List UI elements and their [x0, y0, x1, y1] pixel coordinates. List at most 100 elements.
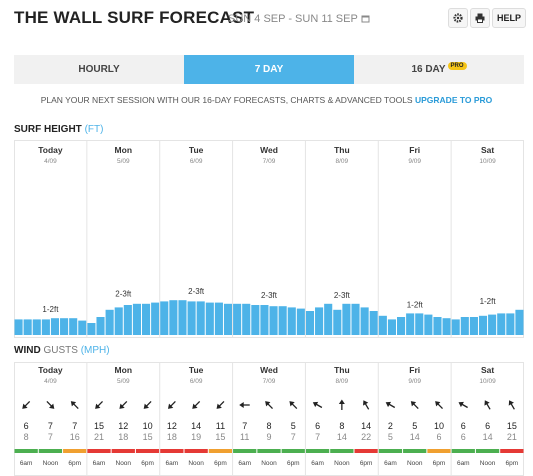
wind-rating — [38, 449, 63, 453]
arrow-shaft — [364, 402, 370, 410]
surf-bar — [132, 303, 141, 335]
print-button[interactable] — [470, 8, 490, 28]
day-name: Fri — [409, 365, 420, 375]
surf-bar — [305, 311, 315, 335]
surf-chart: Today 4/09 1-2ft Mon 5/09 2-3ft Tue 6/09 2-3ft We… — [14, 140, 524, 338]
surf-bar — [50, 318, 60, 335]
wind-speed: 6 — [485, 421, 490, 431]
tab[interactable]: 16 DAY PRO — [354, 55, 524, 84]
surf-bar — [87, 323, 96, 335]
arrow-shaft — [461, 403, 468, 409]
time-label: 6am — [311, 460, 324, 467]
wind-arrow — [435, 401, 443, 409]
wind-speed: 6 — [24, 421, 29, 431]
day-date: 8/09 — [336, 158, 349, 165]
wind-speed: 7 — [48, 421, 53, 431]
wind-rating — [330, 449, 354, 453]
day-date: 9/09 — [408, 378, 421, 385]
wind-arrow — [167, 401, 176, 409]
surf-bar — [515, 309, 524, 335]
surf-bar — [478, 315, 488, 335]
surf-bar — [160, 301, 169, 335]
upgrade-link[interactable]: UPGRADE TO PRO — [414, 95, 493, 105]
arrow-head — [484, 400, 490, 406]
arrow-head — [458, 401, 464, 408]
arrow-shaft — [46, 401, 53, 407]
surf-bar — [460, 317, 469, 335]
wind-speed: 6 — [461, 421, 466, 431]
surf-range: 2-3ft — [115, 290, 132, 299]
wind-gust: 11 — [240, 432, 249, 442]
tab[interactable]: HOURLY — [14, 55, 184, 84]
wind-rating — [305, 449, 330, 453]
day-date: 10/09 — [479, 378, 496, 385]
arrow-head — [435, 401, 441, 407]
settings-button[interactable] — [448, 8, 468, 28]
arrow-shaft — [267, 403, 273, 409]
day-name: Wed — [260, 365, 278, 375]
arrow-head — [167, 403, 174, 409]
arrow-shaft — [486, 402, 491, 410]
surf-bar — [397, 317, 406, 335]
day-date: 9/09 — [408, 158, 421, 165]
arrow-shaft — [97, 401, 103, 407]
time-label: 6pm — [287, 460, 300, 467]
surf-bar — [360, 307, 369, 335]
day-name: Fri — [409, 145, 420, 155]
arrow-head — [239, 402, 244, 408]
date-range: SUN 4 SEP - SUN 11 SEP — [228, 13, 370, 25]
wind-speed: 6 — [315, 421, 320, 431]
tab[interactable]: 7 DAY — [184, 55, 354, 84]
wind-rating — [403, 449, 427, 453]
surf-bar — [142, 303, 151, 335]
time-label: Noon — [407, 460, 423, 467]
arrow-head — [338, 399, 345, 404]
time-label: 6am — [457, 460, 470, 467]
arrow-head — [49, 403, 55, 409]
time-label: Noon — [188, 460, 204, 467]
wind-arrow — [338, 399, 345, 410]
surf-bar — [223, 303, 233, 335]
surf-bar — [424, 314, 433, 335]
surf-range: 1-2ft — [42, 305, 59, 314]
surf-bar — [178, 300, 187, 335]
title: THE WALL SURF FORECAST — [14, 8, 255, 27]
surf-bar — [287, 307, 296, 335]
arrow-head — [289, 401, 295, 407]
day-name: Mon — [115, 365, 132, 375]
arrow-shaft — [145, 401, 152, 407]
time-label: 6pm — [141, 460, 154, 467]
help-button[interactable]: HELP — [492, 8, 526, 28]
wind-heading: WIND GUSTS (MPH) — [14, 345, 110, 356]
surf-bar — [78, 320, 87, 335]
surf-bar — [196, 301, 205, 335]
day-date: 4/09 — [44, 158, 57, 165]
wind-rating — [63, 449, 87, 453]
time-label: 6pm — [433, 460, 446, 467]
arrow-head — [143, 403, 149, 409]
surf-bar — [506, 313, 515, 335]
time-label: Noon — [334, 460, 350, 467]
arrow-head — [363, 400, 369, 406]
wind-gust: 19 — [191, 432, 201, 442]
arrow-shaft — [510, 402, 515, 410]
surf-bar — [296, 308, 305, 335]
wind-gust: 6 — [436, 432, 441, 442]
wind-gust: 18 — [118, 432, 128, 442]
surf-bar — [406, 313, 415, 335]
tab-label: 16 DAY — [411, 64, 446, 75]
wind-gust: 9 — [266, 432, 271, 442]
wind-speed: 7 — [72, 421, 77, 431]
surf-range: 1-2ft — [407, 300, 424, 309]
wind-rating — [427, 449, 451, 453]
surf-bar — [214, 302, 223, 335]
surf-bar — [233, 303, 242, 335]
wind-gust: 14 — [410, 432, 420, 442]
surf-range: 2-3ft — [261, 291, 278, 300]
wind-arrow — [312, 401, 323, 409]
arrow-head — [216, 403, 222, 409]
surf-bar — [169, 300, 178, 335]
day-date: 4/09 — [44, 378, 57, 385]
arrow-shaft — [121, 401, 128, 407]
wind-rating — [451, 449, 475, 453]
